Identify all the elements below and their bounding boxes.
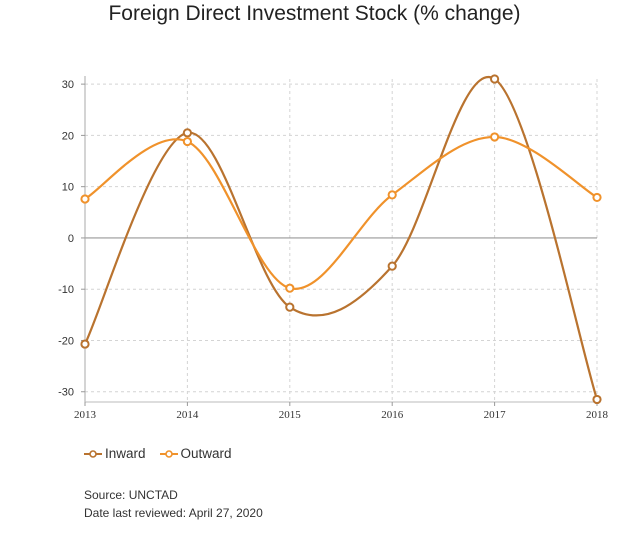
data-point-outward [285, 283, 295, 293]
data-point-outward [182, 136, 192, 147]
y-tick-label: -10 [58, 284, 74, 296]
source-line: Source: UNCTAD [84, 488, 178, 502]
data-point-inward [490, 74, 500, 84]
data-point-inward [592, 394, 602, 405]
data-point-outward [80, 194, 90, 204]
x-tick-label: 2013 [74, 409, 97, 421]
y-tick-label: 10 [62, 182, 74, 194]
series-line-inward [84, 75, 599, 400]
series-line-outward [84, 135, 598, 290]
legend-item-outward[interactable]: Outward [159, 446, 232, 461]
series-points [80, 74, 602, 405]
y-tick-label: -30 [58, 387, 74, 399]
x-tick-label: 2017 [484, 409, 507, 421]
legend-swatch-inward [84, 449, 102, 458]
data-point-inward [182, 128, 192, 138]
legend-swatch-marker [164, 449, 173, 458]
data-point-outward [592, 192, 602, 203]
y-axis-ticks: 30 20 10 0 -10 -20 -30 [58, 79, 85, 399]
series-lines [84, 75, 599, 400]
date-reviewed-line: Date last reviewed: April 27, 2020 [84, 506, 263, 520]
data-point-inward [80, 339, 90, 349]
chart-legend: Inward Outward [84, 446, 232, 461]
data-point-inward [285, 302, 295, 312]
y-tick-label: 30 [62, 79, 74, 91]
x-tick-label: 2018 [586, 409, 609, 421]
source-note: Source: UNCTAD Date last reviewed: April… [84, 486, 263, 522]
y-tick-label: -20 [58, 335, 74, 347]
legend-label-outward: Outward [180, 446, 232, 461]
data-point-outward [490, 132, 500, 142]
x-tick-label: 2014 [176, 409, 199, 421]
x-tick-label: 2015 [279, 409, 302, 421]
legend-swatch-marker [89, 449, 97, 458]
legend-swatch-outward [159, 449, 178, 458]
data-point-inward [387, 261, 397, 271]
legend-label-inward: Inward [105, 446, 146, 461]
y-tick-label: 20 [62, 130, 74, 142]
y-tick-label: 0 [68, 233, 74, 245]
x-tick-label: 2016 [381, 409, 404, 421]
legend-item-inward[interactable]: Inward [84, 446, 146, 461]
data-point-outward [387, 190, 397, 200]
x-axis-ticks: 2013 2014 2015 2016 2017 2018 [74, 402, 609, 421]
grid-lines [84, 76, 598, 403]
chart-title: Foreign Direct Investment Stock (% chang… [108, 2, 521, 25]
